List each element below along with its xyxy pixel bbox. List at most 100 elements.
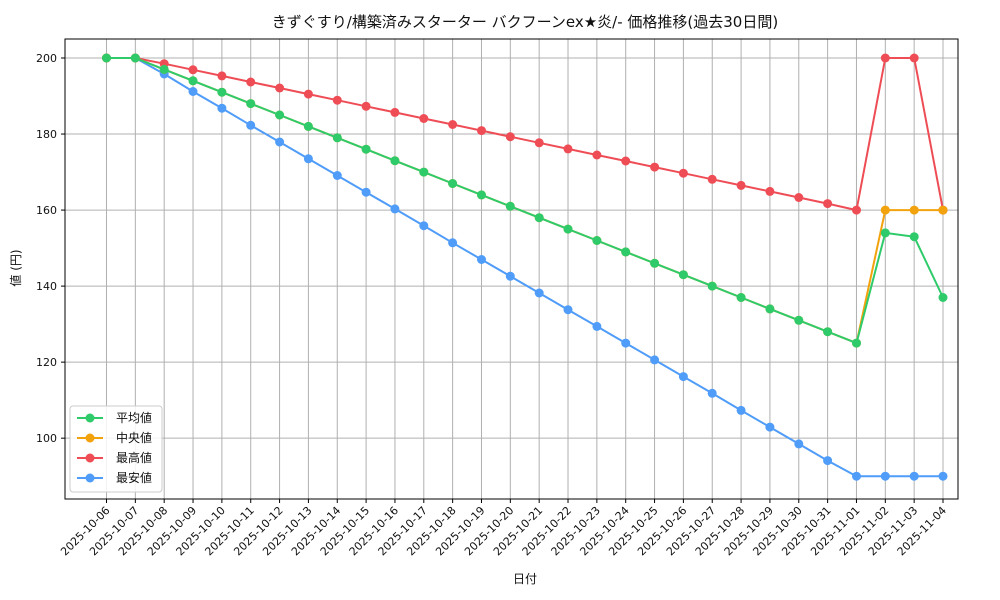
data-point-最安値 xyxy=(390,204,400,214)
data-point-最高値 xyxy=(765,186,775,196)
data-point-最高値 xyxy=(707,174,717,184)
data-point-最安値 xyxy=(246,120,256,130)
x-axis: 2025-10-062025-10-072025-10-082025-10-09… xyxy=(58,499,949,558)
data-point-最安値 xyxy=(736,405,746,415)
data-point-最安値 xyxy=(217,103,227,113)
y-axis: 100 120 140 160 180 200 xyxy=(36,52,65,445)
y-tick-label: 120 xyxy=(36,356,57,369)
data-point-最高値 xyxy=(852,205,861,215)
y-tick-label: 160 xyxy=(36,204,57,217)
y-tick-label: 200 xyxy=(36,52,57,65)
data-point-最高値 xyxy=(217,71,227,81)
data-point-平均値 xyxy=(159,64,169,74)
data-point-最安値 xyxy=(361,187,371,197)
legend-swatch-marker xyxy=(85,433,95,443)
data-point-平均値 xyxy=(419,167,429,177)
series-layer xyxy=(102,53,948,481)
data-point-平均値 xyxy=(303,121,313,131)
y-tick-label: 140 xyxy=(36,280,57,293)
data-point-最安値 xyxy=(621,338,631,348)
data-point-平均値 xyxy=(217,87,227,97)
data-point-平均値 xyxy=(794,315,804,325)
data-point-平均値 xyxy=(880,228,890,238)
data-point-最高値 xyxy=(477,126,486,136)
data-point-平均値 xyxy=(275,110,285,120)
legend-label: 最高値 xyxy=(116,450,152,465)
data-point-最高値 xyxy=(188,65,198,75)
legend-swatch-marker xyxy=(85,453,95,463)
legend-label: 中央値 xyxy=(116,430,152,445)
data-point-最安値 xyxy=(477,255,486,264)
data-point-平均値 xyxy=(130,53,140,63)
data-point-最安値 xyxy=(852,471,861,481)
legend-box xyxy=(69,405,163,493)
data-point-最高値 xyxy=(390,107,400,117)
data-point-最安値 xyxy=(678,372,688,382)
series-line-最安値 xyxy=(106,57,943,478)
data-point-最高値 xyxy=(563,144,573,154)
data-point-平均値 xyxy=(765,304,775,314)
data-point-平均値 xyxy=(246,99,256,109)
y-tick-label: 100 xyxy=(36,432,57,445)
data-point-中央値 xyxy=(938,205,948,215)
data-point-最安値 xyxy=(534,288,544,298)
data-point-平均値 xyxy=(650,258,660,268)
data-point-最安値 xyxy=(794,439,804,449)
data-point-最高値 xyxy=(909,53,919,63)
data-point-平均値 xyxy=(909,232,919,242)
data-point-平均値 xyxy=(188,76,198,86)
data-point-平均値 xyxy=(592,236,602,245)
series-平均値 xyxy=(102,53,948,348)
data-point-最安値 xyxy=(275,137,285,147)
data-point-最高値 xyxy=(275,83,285,93)
data-point-最高値 xyxy=(303,89,313,99)
data-point-最高値 xyxy=(534,138,544,148)
series-最安値 xyxy=(102,53,948,481)
series-中央値 xyxy=(102,53,948,348)
data-point-最安値 xyxy=(650,355,660,365)
data-point-最高値 xyxy=(448,120,458,129)
legend-label: 最安値 xyxy=(116,470,152,485)
data-point-最高値 xyxy=(361,101,371,111)
data-point-最高値 xyxy=(823,199,833,209)
data-point-最安値 xyxy=(592,321,602,331)
series-line-平均値 xyxy=(106,57,944,345)
data-point-最高値 xyxy=(650,162,660,172)
data-point-最安値 xyxy=(909,471,919,481)
data-point-最安値 xyxy=(188,87,198,96)
data-point-平均値 xyxy=(448,179,458,188)
data-point-平均値 xyxy=(477,190,486,200)
grid-layer xyxy=(65,39,958,499)
chart-title: きずぐすり/構築済みスターター バクフーンex★炎/- 価格推移(過去30日間) xyxy=(272,13,778,31)
data-point-最高値 xyxy=(592,150,602,160)
data-point-最安値 xyxy=(823,456,833,466)
data-point-平均値 xyxy=(823,327,833,337)
data-point-最高値 xyxy=(794,193,804,202)
data-point-最高値 xyxy=(505,132,515,142)
data-point-最高値 xyxy=(246,77,256,87)
data-point-中央値 xyxy=(909,205,919,215)
data-point-最高値 xyxy=(332,95,342,105)
data-point-平均値 xyxy=(938,293,948,302)
plot-area xyxy=(64,38,959,500)
x-axis-label: 日付 xyxy=(513,572,537,586)
series-line-最高値 xyxy=(106,57,944,212)
data-point-平均値 xyxy=(505,201,515,211)
y-axis-label: 値 (円) xyxy=(8,249,23,286)
data-point-平均値 xyxy=(621,247,631,257)
data-point-平均値 xyxy=(852,338,861,348)
data-point-平均値 xyxy=(534,213,544,223)
legend-label: 平均値 xyxy=(116,410,152,425)
data-point-最高値 xyxy=(621,156,631,166)
y-tick-label: 180 xyxy=(36,128,57,141)
data-point-最安値 xyxy=(938,471,948,481)
data-point-最高値 xyxy=(736,180,746,190)
data-point-最安値 xyxy=(332,171,342,180)
data-point-最高値 xyxy=(678,168,688,178)
data-point-平均値 xyxy=(678,270,688,280)
data-point-最安値 xyxy=(880,471,890,481)
data-point-中央値 xyxy=(880,205,890,215)
data-point-平均値 xyxy=(102,53,111,63)
data-point-平均値 xyxy=(361,144,371,154)
